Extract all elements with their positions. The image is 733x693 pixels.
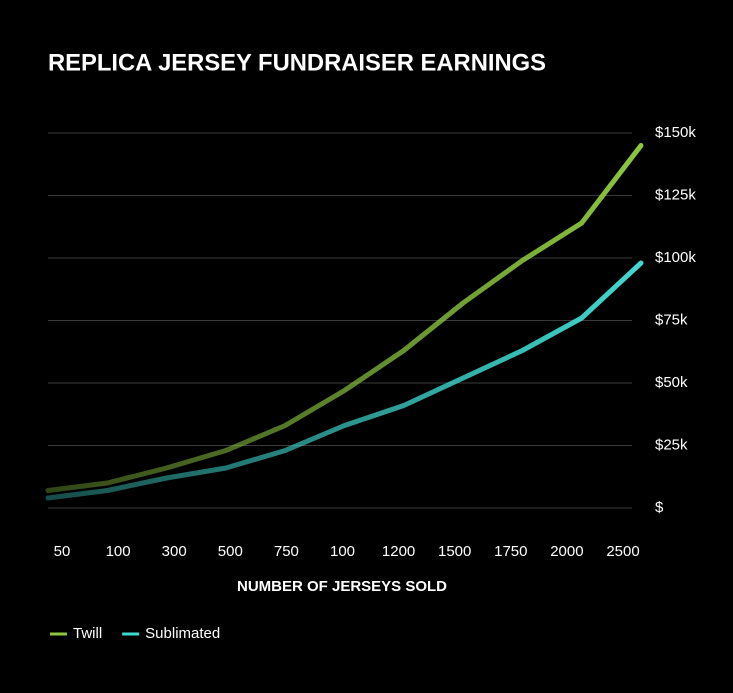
y-tick-label: $125k bbox=[655, 186, 696, 203]
x-axis-label: NUMBER OF JERSEYS SOLD bbox=[237, 578, 447, 595]
legend-label: Sublimated bbox=[145, 625, 220, 642]
y-tick-label: $25k bbox=[655, 436, 688, 453]
x-tick-label: 1500 bbox=[438, 543, 471, 560]
x-tick-label: 1200 bbox=[382, 543, 415, 560]
x-tick-label: 50 bbox=[54, 543, 71, 560]
x-tick-label: 2000 bbox=[550, 543, 583, 560]
x-tick-label: 500 bbox=[218, 543, 243, 560]
x-tick-label: 750 bbox=[274, 543, 299, 560]
y-tick-label: $50k bbox=[655, 374, 688, 391]
series-line bbox=[45, 143, 644, 493]
x-tick-label: 300 bbox=[162, 543, 187, 560]
x-tick-label: 1750 bbox=[494, 543, 527, 560]
x-tick-label: 100 bbox=[106, 543, 131, 560]
x-tick-label: 100 bbox=[330, 543, 355, 560]
series-line bbox=[45, 260, 644, 501]
y-tick-label: $ bbox=[655, 499, 664, 516]
x-tick-label: 2500 bbox=[606, 543, 639, 560]
y-tick-label: $75k bbox=[655, 311, 688, 328]
legend-label: Twill bbox=[73, 625, 102, 642]
y-tick-label: $150k bbox=[655, 124, 696, 141]
chart-title: REPLICA JERSEY FUNDRAISER EARNINGS bbox=[48, 49, 546, 76]
y-tick-label: $100k bbox=[655, 249, 696, 266]
